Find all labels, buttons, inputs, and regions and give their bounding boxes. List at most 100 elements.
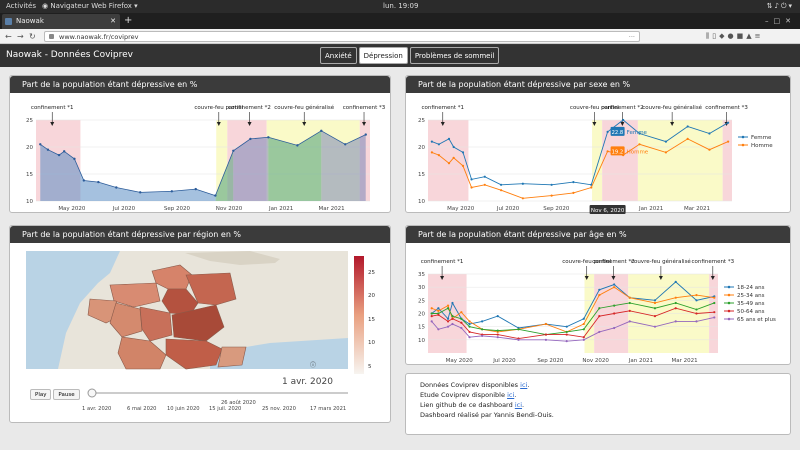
play-button[interactable]: Play [30,389,52,400]
close-tab-icon[interactable]: ✕ [110,17,116,25]
data-point [695,320,698,323]
nav-anxiete-button[interactable]: Anxiété [320,47,357,64]
close-window-icon[interactable]: ✕ [785,17,796,25]
data-point [496,315,499,318]
browser-tab-bar: Naowak ✕ [0,13,800,29]
data-point [39,143,42,146]
tab-title: Naowak [16,17,44,25]
data-point [430,140,433,143]
library-icon[interactable]: ⫼ [706,32,713,40]
region-normandie[interactable] [109,282,161,308]
panel-title: Part de la population étant dépressive e… [10,76,390,93]
data-point [565,340,568,343]
brand-title[interactable]: Naowak - Données Coviprev [6,50,133,60]
pause-button[interactable]: Pause [53,389,80,400]
slider-tick: 15 juil. 2020 [209,406,241,412]
app-menu[interactable]: ◉ Navigateur Web Firefox ▾ [42,2,138,10]
time-slider-handle[interactable] [87,388,97,398]
os-top-bar: Activités ◉ Navigateur Web Firefox ▾ lun… [0,0,800,13]
annotation-label: confinement *3 [705,105,748,111]
study-link[interactable]: ici [507,391,515,399]
data-point [590,186,593,189]
x-tick-label: Mar 2021 [684,206,710,212]
y-tick-label: 25 [26,118,33,124]
forward-icon[interactable]: → [17,32,24,41]
y-tick-label: 35 [418,272,425,278]
region-paca[interactable] [217,346,247,368]
panel-title: Part de la population étant dépressive p… [406,226,790,243]
area-fill [233,137,269,201]
address-bar[interactable]: www.naowak.fr/coviprev ··· [44,31,640,42]
extension-icon[interactable]: ▲ [746,32,755,40]
maximize-icon[interactable]: □ [773,17,786,25]
chart-age[interactable]: 10 15 20 25 30 35 May 2020 Jul 2020 Sep 2020 Nov … [406,243,792,366]
legend-marker [727,309,731,313]
system-tray[interactable]: ⇅♪⏻▾ [766,2,794,10]
band-couvre-feu-partiel [216,120,228,201]
nav-sommeil-button[interactable]: Problèmes de sommeil [409,47,500,64]
data-point [628,301,631,305]
map-info-icon[interactable]: ⓘ [310,361,316,369]
region-centre[interactable] [139,306,173,342]
back-icon[interactable]: ← [5,32,12,41]
y-tick-label: 20 [418,312,425,318]
power-icon: ⏻ [780,2,789,10]
clock[interactable]: lun. 19:09 [383,2,419,10]
browser-tab[interactable]: Naowak ✕ [2,14,120,29]
region-auvergne-rhone-alpes[interactable] [165,338,223,370]
area-fill [215,150,234,201]
region-bourgogne[interactable] [171,304,225,342]
extension-icon[interactable]: ◆ [719,32,728,40]
data-point [447,162,451,165]
data-point [451,317,454,320]
region-map[interactable]: ⓘ 25 20 15 10 5 1 avr. 2020 1 avr. 2020 … [10,243,392,423]
annotation-arrowhead [670,122,675,126]
colorbar [354,256,364,374]
animation-controls: Play Pause [30,389,80,400]
activities-button[interactable]: Activités [6,2,36,10]
sidebar-icon[interactable]: ▯ [712,32,720,40]
region-grand-est[interactable] [185,272,237,306]
annotation-label: couvre-feu partiel [570,105,619,111]
nav-depression-button[interactable]: Dépression [358,47,408,64]
data-point [674,280,677,283]
x-tick-label: May 2020 [446,358,474,364]
data-point [613,286,616,289]
extension-icon[interactable]: ● [727,32,737,40]
data-point [483,175,486,178]
menu-icon[interactable]: ≡ [754,32,764,40]
reload-icon[interactable]: ↻ [29,32,36,41]
data-point [517,328,520,331]
minimize-icon[interactable]: – [765,17,774,25]
data-point [446,307,450,310]
data-point [468,325,471,328]
data-point [437,143,440,146]
slider-tick: 26 août 2020 [221,399,256,406]
data-point [46,148,50,151]
data-point [430,320,433,323]
new-tab-button[interactable]: + [124,15,133,26]
data-point [446,304,450,307]
region-nouvelle-aquitaine[interactable] [117,336,167,370]
legend-marker [727,293,731,297]
extension-icon[interactable]: ■ [736,32,747,40]
x-tick-label: Jul 2020 [112,206,136,212]
annotation-arrowhead [362,122,367,126]
data-point [232,149,235,152]
github-link[interactable]: ici [514,401,523,409]
slider-tick: 1 avr. 2020 [82,406,111,412]
data-point [674,296,677,299]
toolbar-icons: ⫼▯◆●■▲≡ [706,30,763,43]
data-link[interactable]: ici [520,381,528,389]
colorbar-tick: 5 [368,364,372,370]
chart-total[interactable]: 10 15 20 25 May 2020 Jul 2020 Sep 2020 Nov 2020… [10,93,392,214]
data-point [437,307,440,310]
region-pays-de-la-loire[interactable] [109,302,143,338]
data-point [521,197,524,200]
data-point [686,125,689,128]
data-point [481,328,484,331]
page-info-icon[interactable] [49,34,54,39]
data-point [686,137,689,140]
page-actions-icon[interactable]: ··· [628,33,635,41]
